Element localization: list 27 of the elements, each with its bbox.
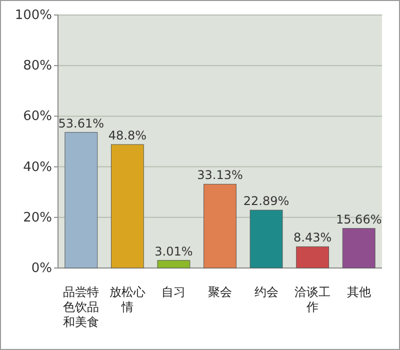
- y-tick-label: 0%: [31, 261, 52, 276]
- y-tick-label: 20%: [23, 210, 52, 226]
- data-label: 53.61%: [58, 116, 104, 130]
- y-tick-label: 100%: [14, 8, 52, 23]
- bar: [110, 144, 144, 268]
- x-tick-label: 洽谈工作: [294, 285, 331, 314]
- data-label: 3.01%: [154, 244, 193, 258]
- bar: [296, 246, 330, 268]
- x-tick-label: 自习: [162, 285, 186, 299]
- x-tick-label: 放松心情: [109, 285, 146, 314]
- y-tick-label: 60%: [23, 109, 52, 124]
- bar: [204, 184, 236, 268]
- data-label: 22.89%: [243, 194, 290, 208]
- bar: [157, 260, 190, 268]
- bar: [342, 228, 376, 268]
- bar: [250, 210, 283, 268]
- x-tick-label: 其他: [346, 285, 371, 299]
- x-tick-label: 约会: [254, 285, 278, 299]
- y-tick-label: 80%: [23, 58, 52, 74]
- x-tick-label: 聚会: [208, 285, 232, 299]
- data-label: 8.43%: [294, 230, 332, 245]
- data-label: 15.66%: [336, 212, 382, 226]
- y-tick-label: 40%: [23, 160, 52, 175]
- data-label: 33.13%: [197, 168, 243, 182]
- bar: [64, 132, 98, 268]
- x-tick-label: 品尝特色饮品和美食: [63, 285, 100, 329]
- data-label: 48.8%: [108, 128, 146, 143]
